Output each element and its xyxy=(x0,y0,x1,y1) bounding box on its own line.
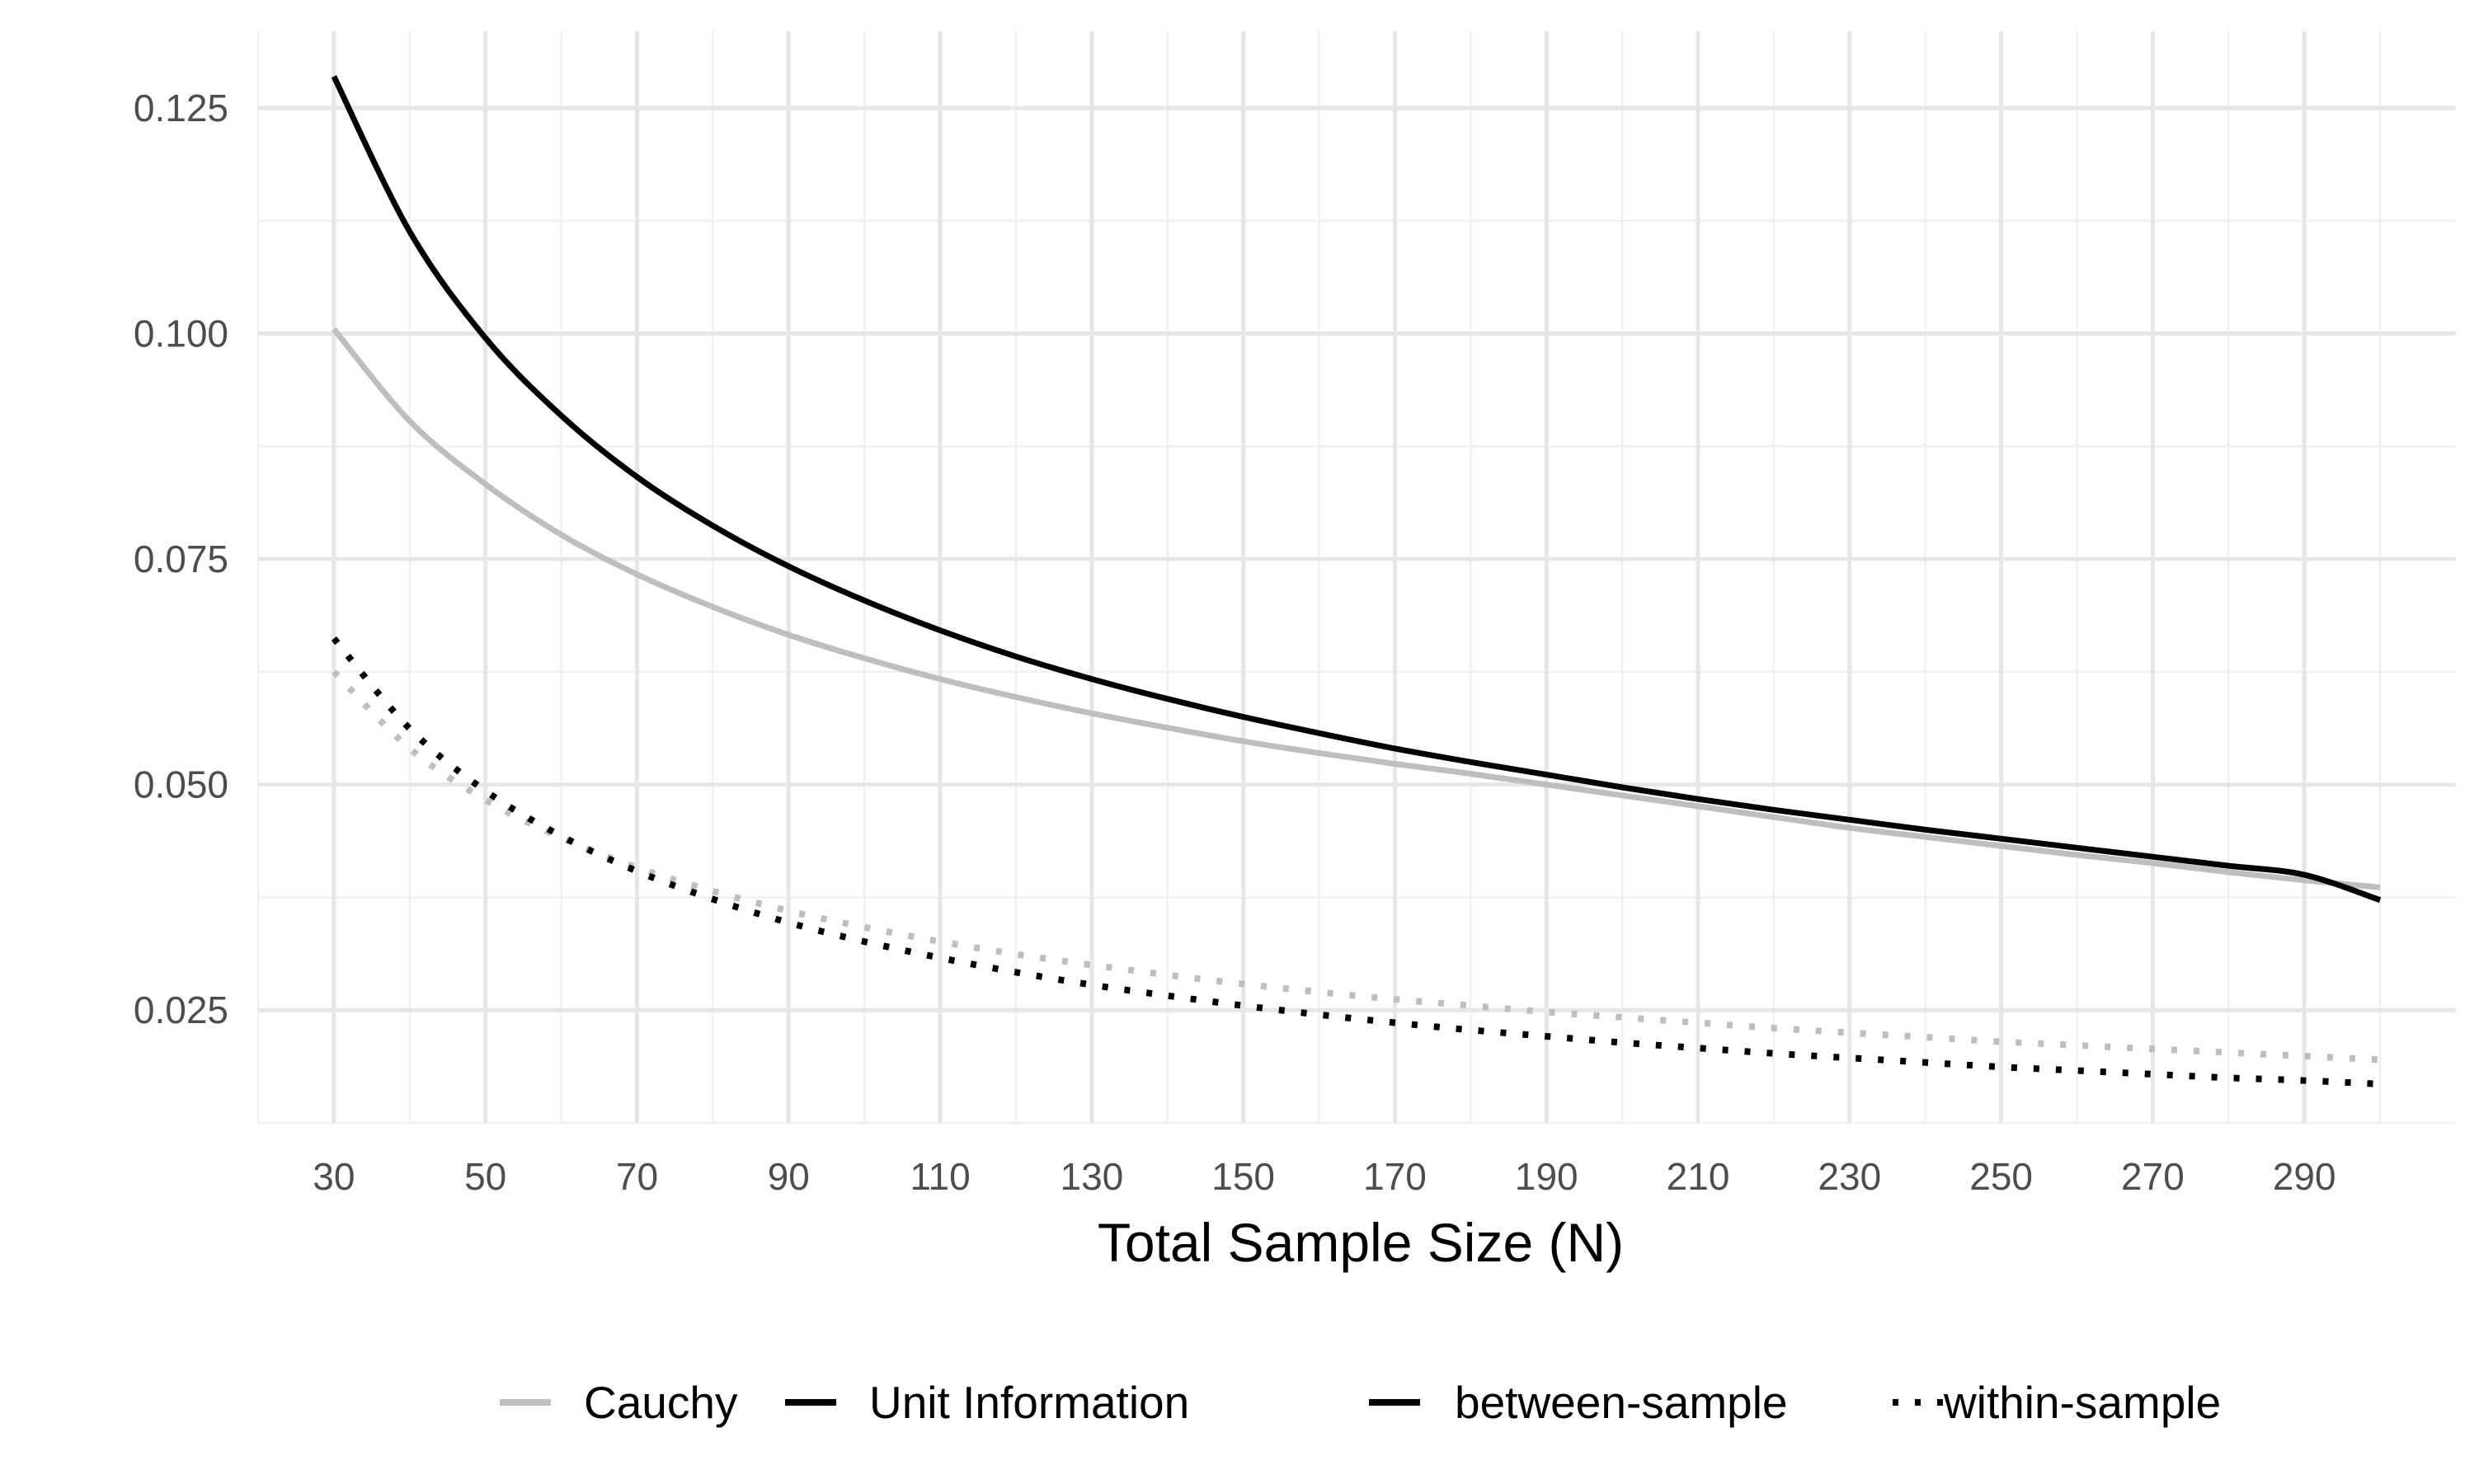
x-tick-label: 170 xyxy=(1363,1155,1427,1198)
x-tick-label: 70 xyxy=(616,1155,658,1198)
x-tick-label: 90 xyxy=(768,1155,810,1198)
x-axis-tick-labels: 30 50 70 90 110 130 150 170 190 210 230 250 270 290 xyxy=(313,1155,2335,1198)
legend-label-cauchy: Cauchy xyxy=(584,1377,738,1428)
legend-label-within-sample: within-sample xyxy=(1943,1377,2221,1428)
x-tick-label: 50 xyxy=(464,1155,506,1198)
legend-label-unit-information: Unit Information xyxy=(869,1377,1189,1428)
y-tick-label: 0.100 xyxy=(134,312,228,355)
x-axis-title: Total Sample Size (N) xyxy=(1098,1212,1624,1273)
unit-information-between-sample-line xyxy=(331,75,2382,904)
x-tick-label: 250 xyxy=(1969,1155,2033,1198)
x-tick-label: 190 xyxy=(1515,1155,1578,1198)
legend: Cauchy Unit Information between-sample with… xyxy=(500,1377,2221,1428)
y-tick-label: 0.125 xyxy=(134,87,228,129)
major-gridlines xyxy=(258,31,2456,1123)
y-axis-tick-labels: 0.025 0.050 0.075 0.100 0.125 xyxy=(134,87,228,1031)
x-tick-label: 130 xyxy=(1060,1155,1123,1198)
cauchy-between-sample-line xyxy=(332,326,2381,890)
unit-information-within-sample-line xyxy=(331,636,2381,1087)
y-tick-label: 0.025 xyxy=(134,989,228,1031)
x-tick-label: 110 xyxy=(910,1155,970,1198)
y-tick-label: 0.075 xyxy=(134,538,228,580)
minor-gridlines xyxy=(256,31,2456,1125)
x-tick-label: 210 xyxy=(1667,1155,1730,1198)
x-tick-label: 150 xyxy=(1211,1155,1275,1198)
x-tick-label: 230 xyxy=(1818,1155,1881,1198)
series-lines xyxy=(331,75,2382,1087)
x-tick-label: 30 xyxy=(313,1155,355,1198)
cauchy-within-sample-line xyxy=(332,669,2381,1064)
x-tick-label: 270 xyxy=(2121,1155,2185,1198)
legend-label-between-sample: between-sample xyxy=(1455,1377,1788,1428)
x-tick-label: 290 xyxy=(2273,1155,2336,1198)
y-tick-label: 0.050 xyxy=(134,763,228,806)
